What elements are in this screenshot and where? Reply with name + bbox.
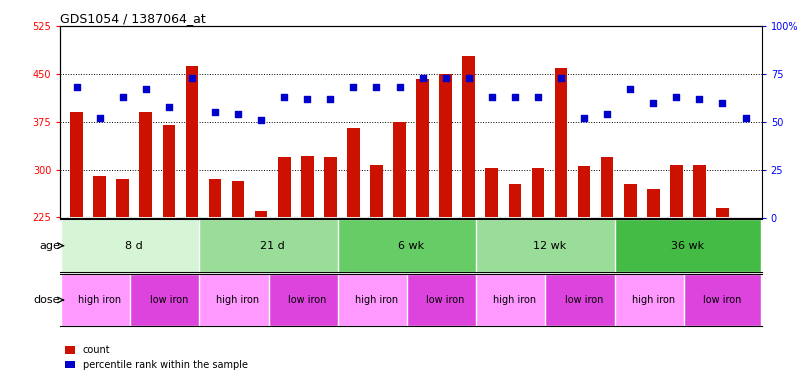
- Bar: [555, 68, 567, 218]
- Bar: [546, 274, 623, 326]
- Bar: [485, 168, 498, 217]
- Bar: [476, 219, 623, 272]
- Bar: [416, 78, 429, 218]
- Point: [231, 111, 244, 117]
- Bar: [532, 168, 544, 217]
- Text: 21 d: 21 d: [260, 241, 285, 250]
- Point: [485, 94, 498, 100]
- Point: [347, 84, 359, 90]
- Point: [600, 111, 613, 117]
- Bar: [338, 274, 415, 326]
- Bar: [439, 74, 452, 217]
- Bar: [693, 165, 706, 218]
- Point: [739, 115, 752, 121]
- Bar: [61, 274, 139, 326]
- Bar: [393, 122, 406, 218]
- Point: [301, 96, 314, 102]
- Point: [278, 94, 291, 100]
- Point: [70, 84, 83, 90]
- Text: 6 wk: 6 wk: [398, 241, 424, 250]
- Point: [163, 104, 176, 110]
- Point: [185, 75, 198, 81]
- Bar: [199, 219, 346, 272]
- Text: high iron: high iron: [78, 295, 121, 305]
- Bar: [116, 179, 129, 218]
- Point: [693, 96, 706, 102]
- Bar: [209, 179, 222, 218]
- Bar: [338, 219, 484, 272]
- Text: high iron: high iron: [355, 295, 398, 305]
- Bar: [163, 125, 175, 217]
- Bar: [139, 112, 152, 218]
- Text: low iron: low iron: [704, 295, 742, 305]
- Bar: [614, 219, 761, 272]
- Bar: [199, 274, 276, 326]
- Bar: [683, 274, 761, 326]
- Point: [139, 86, 152, 92]
- Text: 12 wk: 12 wk: [533, 241, 566, 250]
- Point: [555, 75, 567, 81]
- Bar: [70, 112, 83, 218]
- Point: [716, 100, 729, 106]
- Bar: [255, 211, 268, 217]
- Text: dose: dose: [34, 295, 60, 305]
- Bar: [130, 274, 208, 326]
- Bar: [509, 184, 521, 218]
- Text: age: age: [39, 241, 60, 250]
- Point: [255, 117, 268, 123]
- Point: [624, 86, 637, 92]
- Text: high iron: high iron: [217, 295, 260, 305]
- Bar: [463, 56, 475, 217]
- Point: [463, 75, 476, 81]
- Legend: count, percentile rank within the sample: count, percentile rank within the sample: [65, 345, 247, 370]
- Point: [439, 75, 452, 81]
- Point: [209, 110, 222, 116]
- Point: [646, 100, 659, 106]
- Point: [578, 115, 591, 121]
- Text: 36 wk: 36 wk: [671, 241, 704, 250]
- Bar: [93, 176, 106, 218]
- Bar: [231, 181, 244, 218]
- Bar: [670, 165, 683, 218]
- Text: low iron: low iron: [150, 295, 188, 305]
- Point: [93, 115, 106, 121]
- Bar: [301, 156, 314, 218]
- Bar: [476, 274, 554, 326]
- Point: [670, 94, 683, 100]
- Point: [370, 84, 383, 90]
- Point: [324, 96, 337, 102]
- Bar: [624, 184, 637, 218]
- Text: high iron: high iron: [632, 295, 675, 305]
- Bar: [370, 165, 383, 218]
- Text: low iron: low iron: [426, 295, 465, 305]
- Bar: [407, 274, 484, 326]
- Text: high iron: high iron: [493, 295, 537, 305]
- Bar: [347, 128, 359, 217]
- Bar: [268, 274, 346, 326]
- Bar: [324, 157, 337, 218]
- Bar: [647, 189, 659, 218]
- Bar: [61, 219, 208, 272]
- Bar: [278, 157, 290, 218]
- Text: low iron: low iron: [565, 295, 603, 305]
- Bar: [600, 157, 613, 218]
- Bar: [716, 208, 729, 218]
- Point: [393, 84, 406, 90]
- Point: [416, 75, 429, 81]
- Text: low iron: low iron: [288, 295, 326, 305]
- Bar: [185, 66, 198, 218]
- Bar: [578, 166, 591, 218]
- Text: 8 d: 8 d: [126, 241, 143, 250]
- Point: [531, 94, 544, 100]
- Point: [509, 94, 521, 100]
- Point: [116, 94, 129, 100]
- Text: GDS1054 / 1387064_at: GDS1054 / 1387064_at: [60, 12, 206, 25]
- Bar: [614, 274, 692, 326]
